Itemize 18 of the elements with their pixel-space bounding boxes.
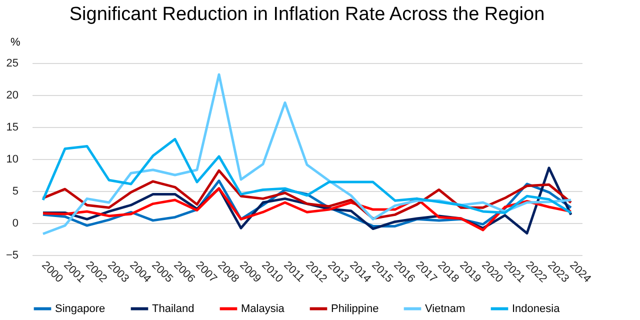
line-series	[42, 73, 572, 236]
chart-title: Significant Reduction in Inflation Rate Across the Region	[69, 4, 545, 25]
y-axis-title: %	[10, 36, 20, 48]
legend-label: Malaysia	[241, 302, 286, 315]
legend-label: Philippine	[331, 302, 379, 315]
legend-label: Thailand	[152, 302, 194, 315]
line-series	[42, 169, 572, 220]
y-tick-label: 5	[12, 186, 18, 198]
y-tick-label: 20	[6, 90, 18, 102]
y-tick-label: −5	[6, 250, 18, 262]
legend-label: Singapore	[55, 302, 106, 315]
y-tick-label: 25	[6, 58, 18, 70]
legend-label: Indonesia	[512, 302, 561, 315]
y-tick-label: 15	[6, 122, 18, 134]
legend-label: Vietnam	[425, 302, 466, 315]
y-tick-label: 10	[6, 154, 18, 166]
y-tick-label: 0	[12, 218, 18, 230]
line-series	[42, 138, 572, 214]
